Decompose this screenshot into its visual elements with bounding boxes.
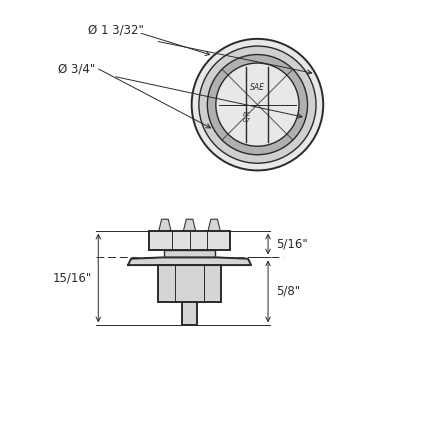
Bar <box>182 302 197 326</box>
Bar <box>158 265 221 302</box>
Circle shape <box>192 39 323 170</box>
Circle shape <box>220 67 295 142</box>
Polygon shape <box>208 219 220 231</box>
Circle shape <box>199 46 316 163</box>
Text: Ø 3/4": Ø 3/4" <box>58 62 95 75</box>
Text: 5/8": 5/8" <box>276 285 300 298</box>
Polygon shape <box>128 258 251 265</box>
Polygon shape <box>184 219 196 231</box>
Text: SAE: SAE <box>250 83 265 92</box>
Circle shape <box>207 55 307 155</box>
Bar <box>149 231 230 250</box>
Polygon shape <box>159 219 171 231</box>
Text: 5/16": 5/16" <box>276 237 307 251</box>
Circle shape <box>216 63 299 146</box>
Text: 15/16": 15/16" <box>52 271 92 285</box>
Text: EC
07: EC 07 <box>243 112 251 123</box>
Text: Ø 1 3/32": Ø 1 3/32" <box>88 24 144 37</box>
Bar <box>164 250 215 258</box>
